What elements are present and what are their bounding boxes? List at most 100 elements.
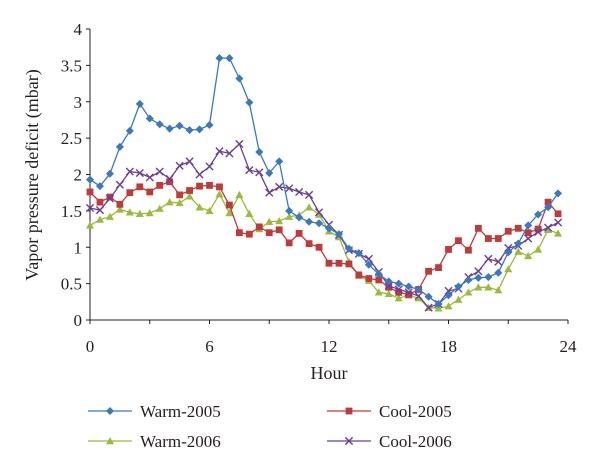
data-point-warm-2005 (494, 268, 503, 277)
data-point-cool-2006 (414, 291, 423, 301)
data-point-cool-2006 (195, 170, 204, 179)
data-point-cool-2005 (305, 240, 313, 248)
data-point-cool-2006 (295, 187, 304, 197)
data-point-warm-2006 (554, 229, 563, 237)
data-point-warm-2005 (394, 279, 403, 288)
y-axis-title: Vapor pressure deficit (mbar) (22, 69, 43, 280)
data-point-warm-2005 (474, 273, 483, 282)
data-point-warm-2005 (295, 213, 304, 222)
data-point-warm-2005 (404, 282, 413, 291)
data-point-warm-2005 (305, 217, 314, 226)
data-point-cool-2005 (126, 189, 134, 197)
data-point-cool-2006 (543, 223, 553, 232)
data-point-warm-2006 (175, 198, 184, 207)
data-point-warm-2006 (205, 206, 214, 215)
data-point-cool-2006 (235, 139, 244, 149)
legend-item-cool-2006: Cool-2006 (327, 432, 452, 451)
data-point-warm-2006 (494, 286, 503, 294)
data-point-warm-2006 (524, 251, 533, 260)
data-point-warm-2005 (354, 249, 363, 258)
data-point-warm-2005 (534, 210, 543, 219)
data-point-cool-2005 (166, 178, 174, 186)
data-point-warm-2005 (364, 260, 373, 269)
data-point-warm-2006 (245, 209, 254, 217)
data-point-cool-2005 (554, 210, 562, 218)
data-point-cool-2005 (186, 187, 193, 194)
data-point-warm-2005 (504, 248, 513, 257)
legend-item-warm-2005: Warm-2005 (88, 402, 221, 421)
data-point-warm-2006 (145, 209, 154, 217)
data-point-cool-2006 (474, 267, 483, 276)
data-point-warm-2005 (105, 169, 114, 178)
data-point-cool-2006 (225, 149, 234, 158)
x-tick-label: 0 (86, 337, 95, 356)
data-point-cool-2005 (504, 227, 512, 235)
data-point-warm-2005 (225, 54, 234, 63)
series-layer (85, 54, 563, 312)
data-point-warm-2005 (175, 121, 184, 130)
data-point-cool-2005 (235, 229, 243, 237)
data-point-cool-2005 (245, 230, 253, 238)
data-point-cool-2006 (524, 234, 533, 243)
data-point-cool-2005 (544, 198, 552, 206)
data-point-warm-2005 (285, 206, 294, 215)
data-point-warm-2006 (484, 283, 493, 291)
data-point-cool-2005 (216, 183, 223, 191)
data-point-warm-2005 (444, 291, 453, 300)
data-point-warm-2006 (185, 192, 194, 200)
data-point-cool-2005 (206, 182, 213, 189)
data-point-warm-2006 (95, 215, 104, 223)
y-tick-label: 0 (74, 311, 83, 330)
legend-label: Cool-2005 (379, 402, 452, 421)
data-point-cool-2005 (524, 229, 532, 237)
data-point-warm-2005 (315, 219, 324, 228)
data-point-cool-2005 (96, 198, 104, 206)
data-point-warm-2005 (185, 126, 194, 135)
x-tick-label: 12 (321, 337, 338, 356)
data-point-cool-2006 (265, 188, 274, 197)
data-point-warm-2006 (305, 203, 314, 211)
data-point-warm-2005 (484, 273, 493, 282)
data-point-cool-2006 (215, 147, 224, 156)
data-point-warm-2006 (165, 198, 174, 206)
data-point-warm-2006 (135, 209, 144, 217)
data-point-cool-2005 (196, 182, 203, 190)
data-point-warm-2006 (534, 245, 543, 253)
data-point-cool-2006 (175, 161, 184, 170)
data-point-cool-2005 (116, 200, 124, 208)
data-point-warm-2006 (195, 203, 204, 211)
data-point-warm-2006 (374, 288, 383, 296)
data-point-warm-2005 (514, 239, 523, 248)
data-point-warm-2006 (265, 217, 274, 225)
data-point-cool-2005 (465, 246, 472, 254)
legend-marker (344, 436, 354, 446)
data-point-cool-2005 (375, 276, 383, 284)
data-point-cool-2005 (365, 275, 373, 282)
data-point-warm-2006 (235, 190, 244, 199)
data-point-warm-2005 (255, 147, 264, 156)
data-point-cool-2005 (106, 193, 114, 201)
data-point-cool-2006 (484, 254, 493, 263)
data-point-cool-2006 (304, 190, 314, 199)
data-point-warm-2005 (145, 114, 154, 123)
data-point-cool-2005 (156, 182, 164, 189)
data-point-cool-2005 (226, 201, 233, 209)
data-point-warm-2005 (464, 275, 473, 285)
data-point-cool-2005 (484, 235, 492, 242)
data-point-cool-2005 (146, 188, 154, 196)
y-tick-label: 3.5 (61, 56, 82, 75)
series-cool-2005 (86, 178, 562, 298)
data-point-warm-2005 (334, 230, 343, 239)
data-point-cool-2006 (245, 166, 254, 175)
data-point-cool-2005 (255, 223, 263, 231)
data-point-cool-2005 (176, 191, 184, 199)
data-point-warm-2005 (434, 299, 443, 309)
data-point-warm-2006 (105, 212, 114, 220)
series-warm-2005 (85, 54, 563, 309)
data-point-cool-2005 (474, 224, 482, 232)
data-point-cool-2005 (425, 267, 432, 275)
data-point-cool-2006 (135, 168, 144, 178)
data-point-warm-2006 (275, 217, 284, 225)
data-point-cool-2005 (295, 230, 303, 237)
